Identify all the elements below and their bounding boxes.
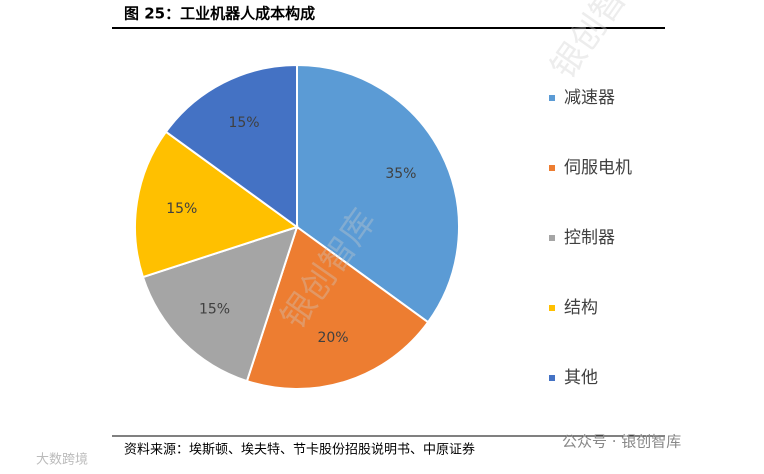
pie-slice xyxy=(245,225,430,390)
source-note: 资料来源：埃斯顿、埃夫特、节卡股份招股说明书、中原证券 xyxy=(124,442,475,458)
legend-swatch xyxy=(549,375,555,381)
data-label: 35% xyxy=(385,166,416,182)
legend-label: 伺服电机 xyxy=(564,158,632,178)
legend-swatch xyxy=(549,165,555,171)
legend-label: 减速器 xyxy=(564,88,615,108)
pie: 35% 20% 15% 15% 15% xyxy=(134,63,460,390)
chart-title: 图 25：工业机器人成本构成 xyxy=(124,5,315,23)
data-label: 15% xyxy=(166,201,197,217)
watermark: 大数跨境 xyxy=(36,453,88,468)
watermark: 银创智库 xyxy=(543,0,654,86)
data-label: 15% xyxy=(228,115,259,131)
legend-swatch xyxy=(549,235,555,241)
legend-label: 控制器 xyxy=(564,228,615,248)
data-label: 15% xyxy=(199,301,230,317)
data-label: 20% xyxy=(317,330,348,346)
watermark: 公众号 · 银创智库 xyxy=(562,433,681,451)
pie-slice xyxy=(164,63,298,229)
legend-swatch xyxy=(549,95,555,101)
legend-swatch xyxy=(549,305,555,311)
pie-slice xyxy=(134,130,300,279)
legend-label: 其他 xyxy=(564,368,598,388)
legend-label: 结构 xyxy=(564,298,598,318)
pie-slice xyxy=(296,63,460,324)
